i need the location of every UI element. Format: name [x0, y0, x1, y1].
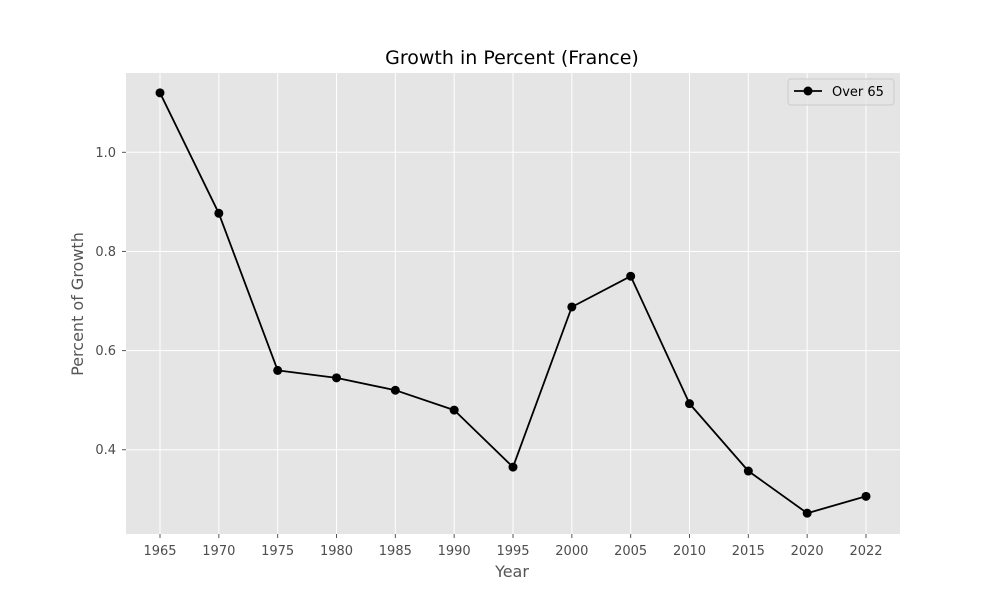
x-tick-label: 2015 [732, 544, 765, 559]
x-tick-label: 1970 [202, 544, 235, 559]
data-point [802, 508, 812, 518]
x-tick-label: 1985 [379, 544, 412, 559]
data-point [332, 373, 341, 383]
x-tick-label: 1975 [261, 544, 294, 559]
x-tick-label: 2005 [614, 544, 647, 559]
data-point [685, 399, 694, 409]
chart-title: Growth in Percent (France) [385, 47, 639, 69]
data-point [273, 365, 283, 375]
legend: Over 65 [787, 78, 895, 106]
x-tick-label: 2000 [555, 544, 588, 559]
y-tick-label: 1.0 [95, 146, 116, 161]
data-point [861, 491, 871, 501]
x-tick-label: 2010 [673, 544, 706, 559]
legend-box [787, 78, 895, 106]
series-layer [155, 88, 871, 518]
x-tick-label: 2020 [791, 544, 824, 559]
data-point [155, 88, 165, 98]
data-point [743, 466, 753, 476]
x-tick-label: 1980 [320, 544, 353, 559]
y-axis-label: Percent of Growth [68, 232, 87, 376]
data-point [390, 385, 400, 395]
x-axis-ticks: 1965 1970 1975 1980 1985 1990 1995 2000 2005 2010… [143, 534, 883, 559]
grid-lines [126, 73, 900, 534]
y-axis-ticks: 0.4 0.6 0.8 1.0 [95, 146, 126, 458]
legend-marker-swatch [803, 86, 813, 96]
y-tick-label: 0.8 [95, 245, 116, 260]
data-point [449, 405, 459, 415]
legend-label: Over 65 [832, 85, 884, 100]
x-tick-label: 1965 [143, 544, 176, 559]
x-tick-label: 2022 [849, 544, 882, 559]
y-tick-label: 0.6 [95, 344, 116, 359]
x-tick-label: 1995 [496, 544, 529, 559]
data-point [567, 302, 577, 312]
x-axis-label: Year [494, 562, 529, 581]
data-point [214, 208, 224, 218]
y-tick-label: 0.4 [95, 443, 116, 458]
x-tick-label: 1990 [438, 544, 471, 559]
data-point [508, 462, 518, 472]
data-point [626, 271, 636, 281]
